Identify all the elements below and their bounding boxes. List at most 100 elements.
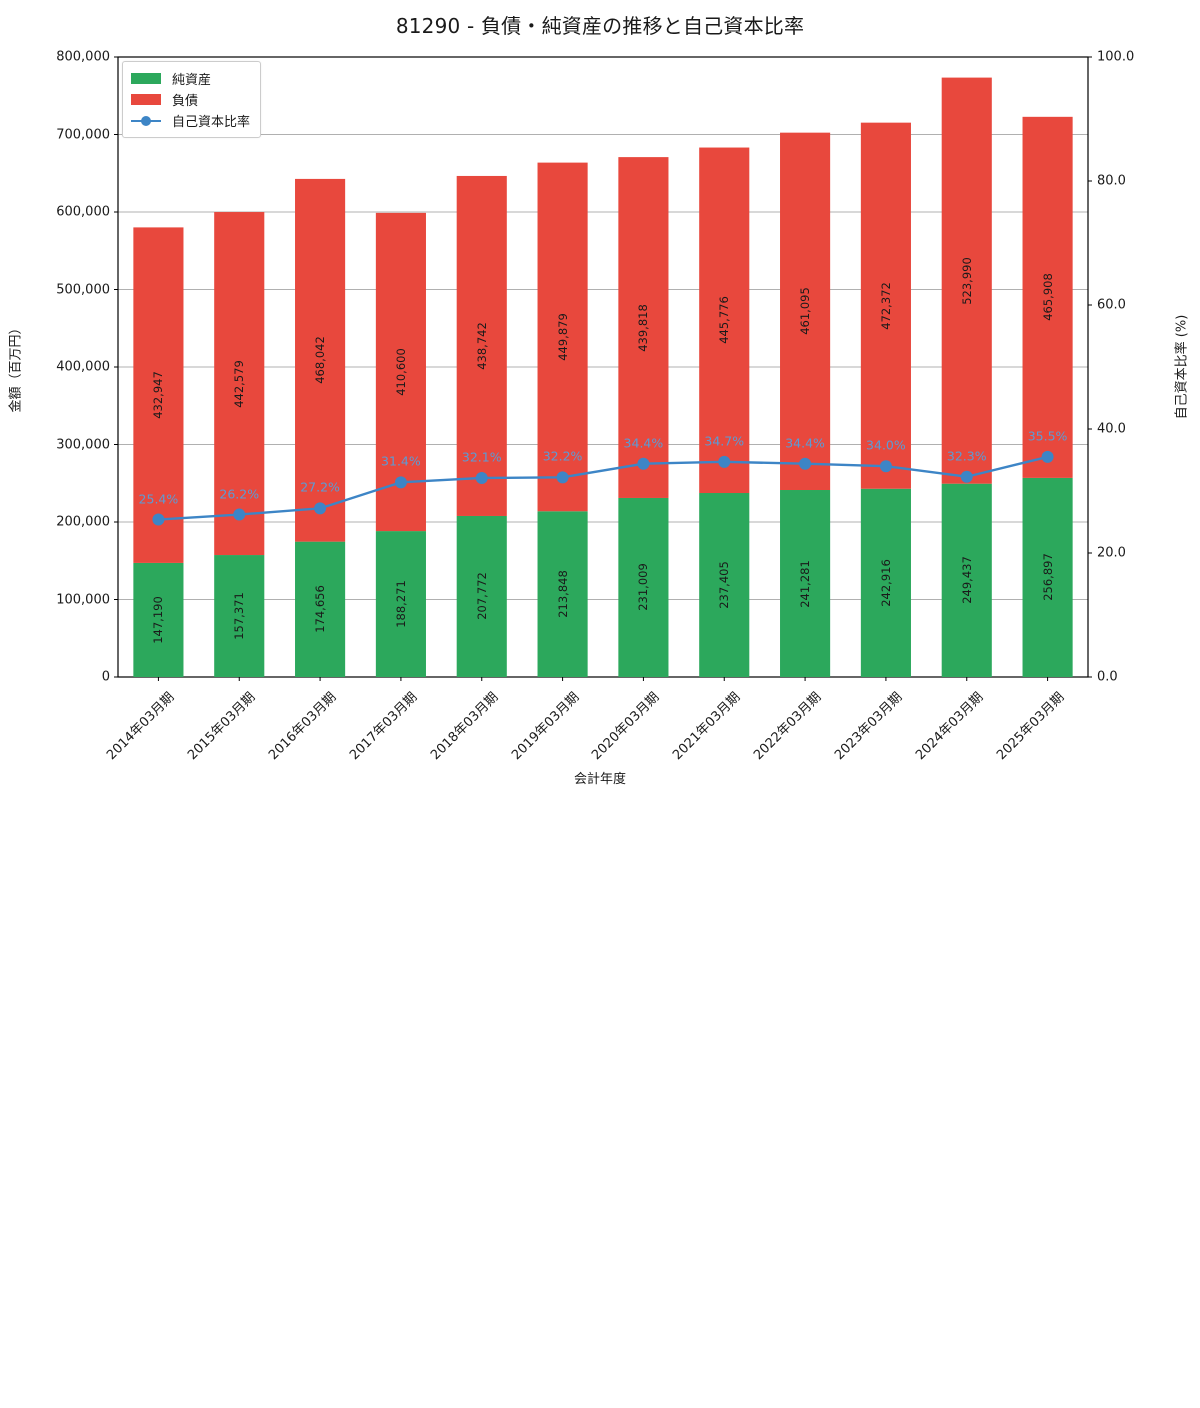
x-axis-label: 会計年度 xyxy=(573,772,626,787)
bar-segment-liabilities[interactable] xyxy=(618,157,669,498)
bar-value-label-net-assets: 256,897 xyxy=(1040,553,1055,602)
bar-segment-liabilities[interactable] xyxy=(456,175,507,516)
ratio-line-marker[interactable] xyxy=(637,457,650,470)
legend-line-blue xyxy=(131,114,161,128)
ratio-value-label: 31.4% xyxy=(381,453,421,469)
ratio-line-marker[interactable] xyxy=(1041,450,1054,463)
y-tick-label-left: 400,000 xyxy=(56,359,110,375)
legend-line-marker xyxy=(141,115,151,126)
ratio-line-marker[interactable] xyxy=(233,508,246,521)
bar-segment-liabilities[interactable] xyxy=(1022,116,1073,478)
y-tick-label-left: 600,000 xyxy=(56,204,110,220)
y-tick-label-right: 20.0 xyxy=(1097,545,1126,561)
legend-label-liabilities: 負債 xyxy=(172,94,199,109)
y-tick-label-left: 300,000 xyxy=(56,437,110,452)
bar-value-label-liabilities: 410,600 xyxy=(393,348,408,396)
bar-value-label-liabilities: 449,879 xyxy=(555,313,570,361)
bar-segment-liabilities[interactable] xyxy=(941,77,992,484)
bar-segment-net-assets[interactable] xyxy=(537,511,588,677)
bar-segment-net-assets[interactable] xyxy=(941,483,992,677)
ratio-value-label: 27.2% xyxy=(300,479,340,495)
bar-segment-liabilities[interactable] xyxy=(780,132,831,491)
bar-segment-net-assets[interactable] xyxy=(214,555,265,677)
bar-segment-liabilities[interactable] xyxy=(295,178,346,542)
plot-area xyxy=(114,56,1092,681)
y-tick-label-right: 60.0 xyxy=(1097,297,1126,313)
ratio-value-label: 34.4% xyxy=(623,435,664,451)
bar-value-label-net-assets: 174,656 xyxy=(313,585,328,634)
bar-value-label-liabilities: 465,908 xyxy=(1040,273,1055,322)
bar-segment-liabilities[interactable] xyxy=(214,212,265,556)
bar-value-label-net-assets: 241,281 xyxy=(798,559,813,608)
bar-value-label-liabilities: 442,579 xyxy=(232,359,247,408)
y-tick-label-left: 100,000 xyxy=(56,592,110,607)
y-tick-label-left: 200,000 xyxy=(56,514,110,530)
bar-segment-liabilities[interactable] xyxy=(699,147,750,494)
ratio-line-marker[interactable] xyxy=(152,513,165,526)
bar-segment-net-assets[interactable] xyxy=(1022,477,1073,677)
bar-value-label-liabilities: 445,776 xyxy=(717,296,732,345)
legend-label-net-assets: 純資産 xyxy=(172,73,212,88)
bar-segment-net-assets[interactable] xyxy=(780,490,831,677)
legend-item-equity-ratio[interactable]: 自己資本比率 xyxy=(131,110,250,131)
ratio-line-marker[interactable] xyxy=(799,457,812,470)
y-tick-label-left: 0 xyxy=(101,669,110,685)
bar-segment-net-assets[interactable] xyxy=(699,493,750,677)
y-tick-label-left: 700,000 xyxy=(56,127,110,142)
bar-value-label-net-assets: 157,371 xyxy=(232,592,247,640)
bar-value-label-liabilities: 438,742 xyxy=(474,322,489,370)
bar-value-label-net-assets: 242,916 xyxy=(878,559,893,607)
y-tick-label-right: 80.0 xyxy=(1097,173,1126,189)
axis-ticks xyxy=(114,56,1092,681)
ratio-line-marker[interactable] xyxy=(879,460,892,473)
y-tick-label-left: 800,000 xyxy=(56,49,110,65)
bar-value-label-net-assets: 207,772 xyxy=(474,572,489,621)
ratio-value-label: 34.7% xyxy=(704,433,745,449)
legend-item-net-assets[interactable]: 純資産 xyxy=(131,68,250,89)
bar-segment-liabilities[interactable] xyxy=(537,162,588,512)
legend-item-liabilities[interactable]: 負債 xyxy=(131,89,250,110)
bar-value-label-net-assets: 249,437 xyxy=(959,556,974,605)
ratio-value-label: 34.0% xyxy=(866,437,906,453)
bar-value-label-liabilities: 439,818 xyxy=(636,303,651,352)
bars-group xyxy=(133,77,1073,677)
ratio-line-marker[interactable] xyxy=(718,455,731,468)
ratio-line xyxy=(157,455,1049,521)
bar-value-label-net-assets: 237,405 xyxy=(717,561,732,609)
ratio-value-label: 35.5% xyxy=(1027,428,1068,444)
ratio-value-label: 32.3% xyxy=(946,448,987,464)
bar-value-label-net-assets: 231,009 xyxy=(636,563,651,612)
chart-legend[interactable]: 純資産 負債 自己資本比率 xyxy=(122,61,262,138)
bar-value-label-liabilities: 472,372 xyxy=(878,281,893,330)
chart-figure: 81290 - 負債・純資産の推移と自己資本比率 金額（百万円） 自己資本比率 … xyxy=(9,14,1190,787)
bar-value-label-liabilities: 461,095 xyxy=(798,287,813,336)
bar-segment-liabilities[interactable] xyxy=(860,122,911,489)
ratio-value-label: 34.4% xyxy=(785,435,825,451)
y-tick-label-right: 100.0 xyxy=(1097,49,1135,65)
y-tick-label-left: 500,000 xyxy=(56,282,110,297)
ratio-line-marker[interactable] xyxy=(394,476,407,489)
chart-title: 81290 - 負債・純資産の推移と自己資本比率 xyxy=(395,14,805,38)
bar-value-label-liabilities: 523,990 xyxy=(959,256,974,305)
y-tick-label-right: 40.0 xyxy=(1097,421,1126,437)
bar-value-label-net-assets: 147,190 xyxy=(151,596,166,644)
ratio-line-marker[interactable] xyxy=(960,470,973,483)
bar-segment-net-assets[interactable] xyxy=(618,497,669,677)
legend-label-equity-ratio: 自己資本比率 xyxy=(172,115,251,130)
bar-value-label-net-assets: 213,848 xyxy=(555,570,570,618)
bar-segment-net-assets[interactable] xyxy=(456,515,507,677)
bar-segment-net-assets[interactable] xyxy=(375,531,426,677)
ratio-line-marker[interactable] xyxy=(556,471,569,484)
ratio-value-label: 26.2% xyxy=(219,486,260,502)
bar-segment-net-assets[interactable] xyxy=(133,562,184,677)
ratio-line-marker[interactable] xyxy=(475,471,488,484)
legend-swatch-green xyxy=(131,73,161,84)
bar-value-label-liabilities: 468,042 xyxy=(313,336,328,385)
bar-segment-liabilities[interactable] xyxy=(133,227,184,563)
ratio-value-label: 32.1% xyxy=(461,449,502,465)
ratio-line-marker[interactable] xyxy=(314,502,327,515)
bar-segment-net-assets[interactable] xyxy=(295,541,346,677)
bar-value-label-net-assets: 188,271 xyxy=(393,580,408,628)
legend-swatch-red xyxy=(131,94,161,105)
bar-segment-net-assets[interactable] xyxy=(860,488,911,677)
